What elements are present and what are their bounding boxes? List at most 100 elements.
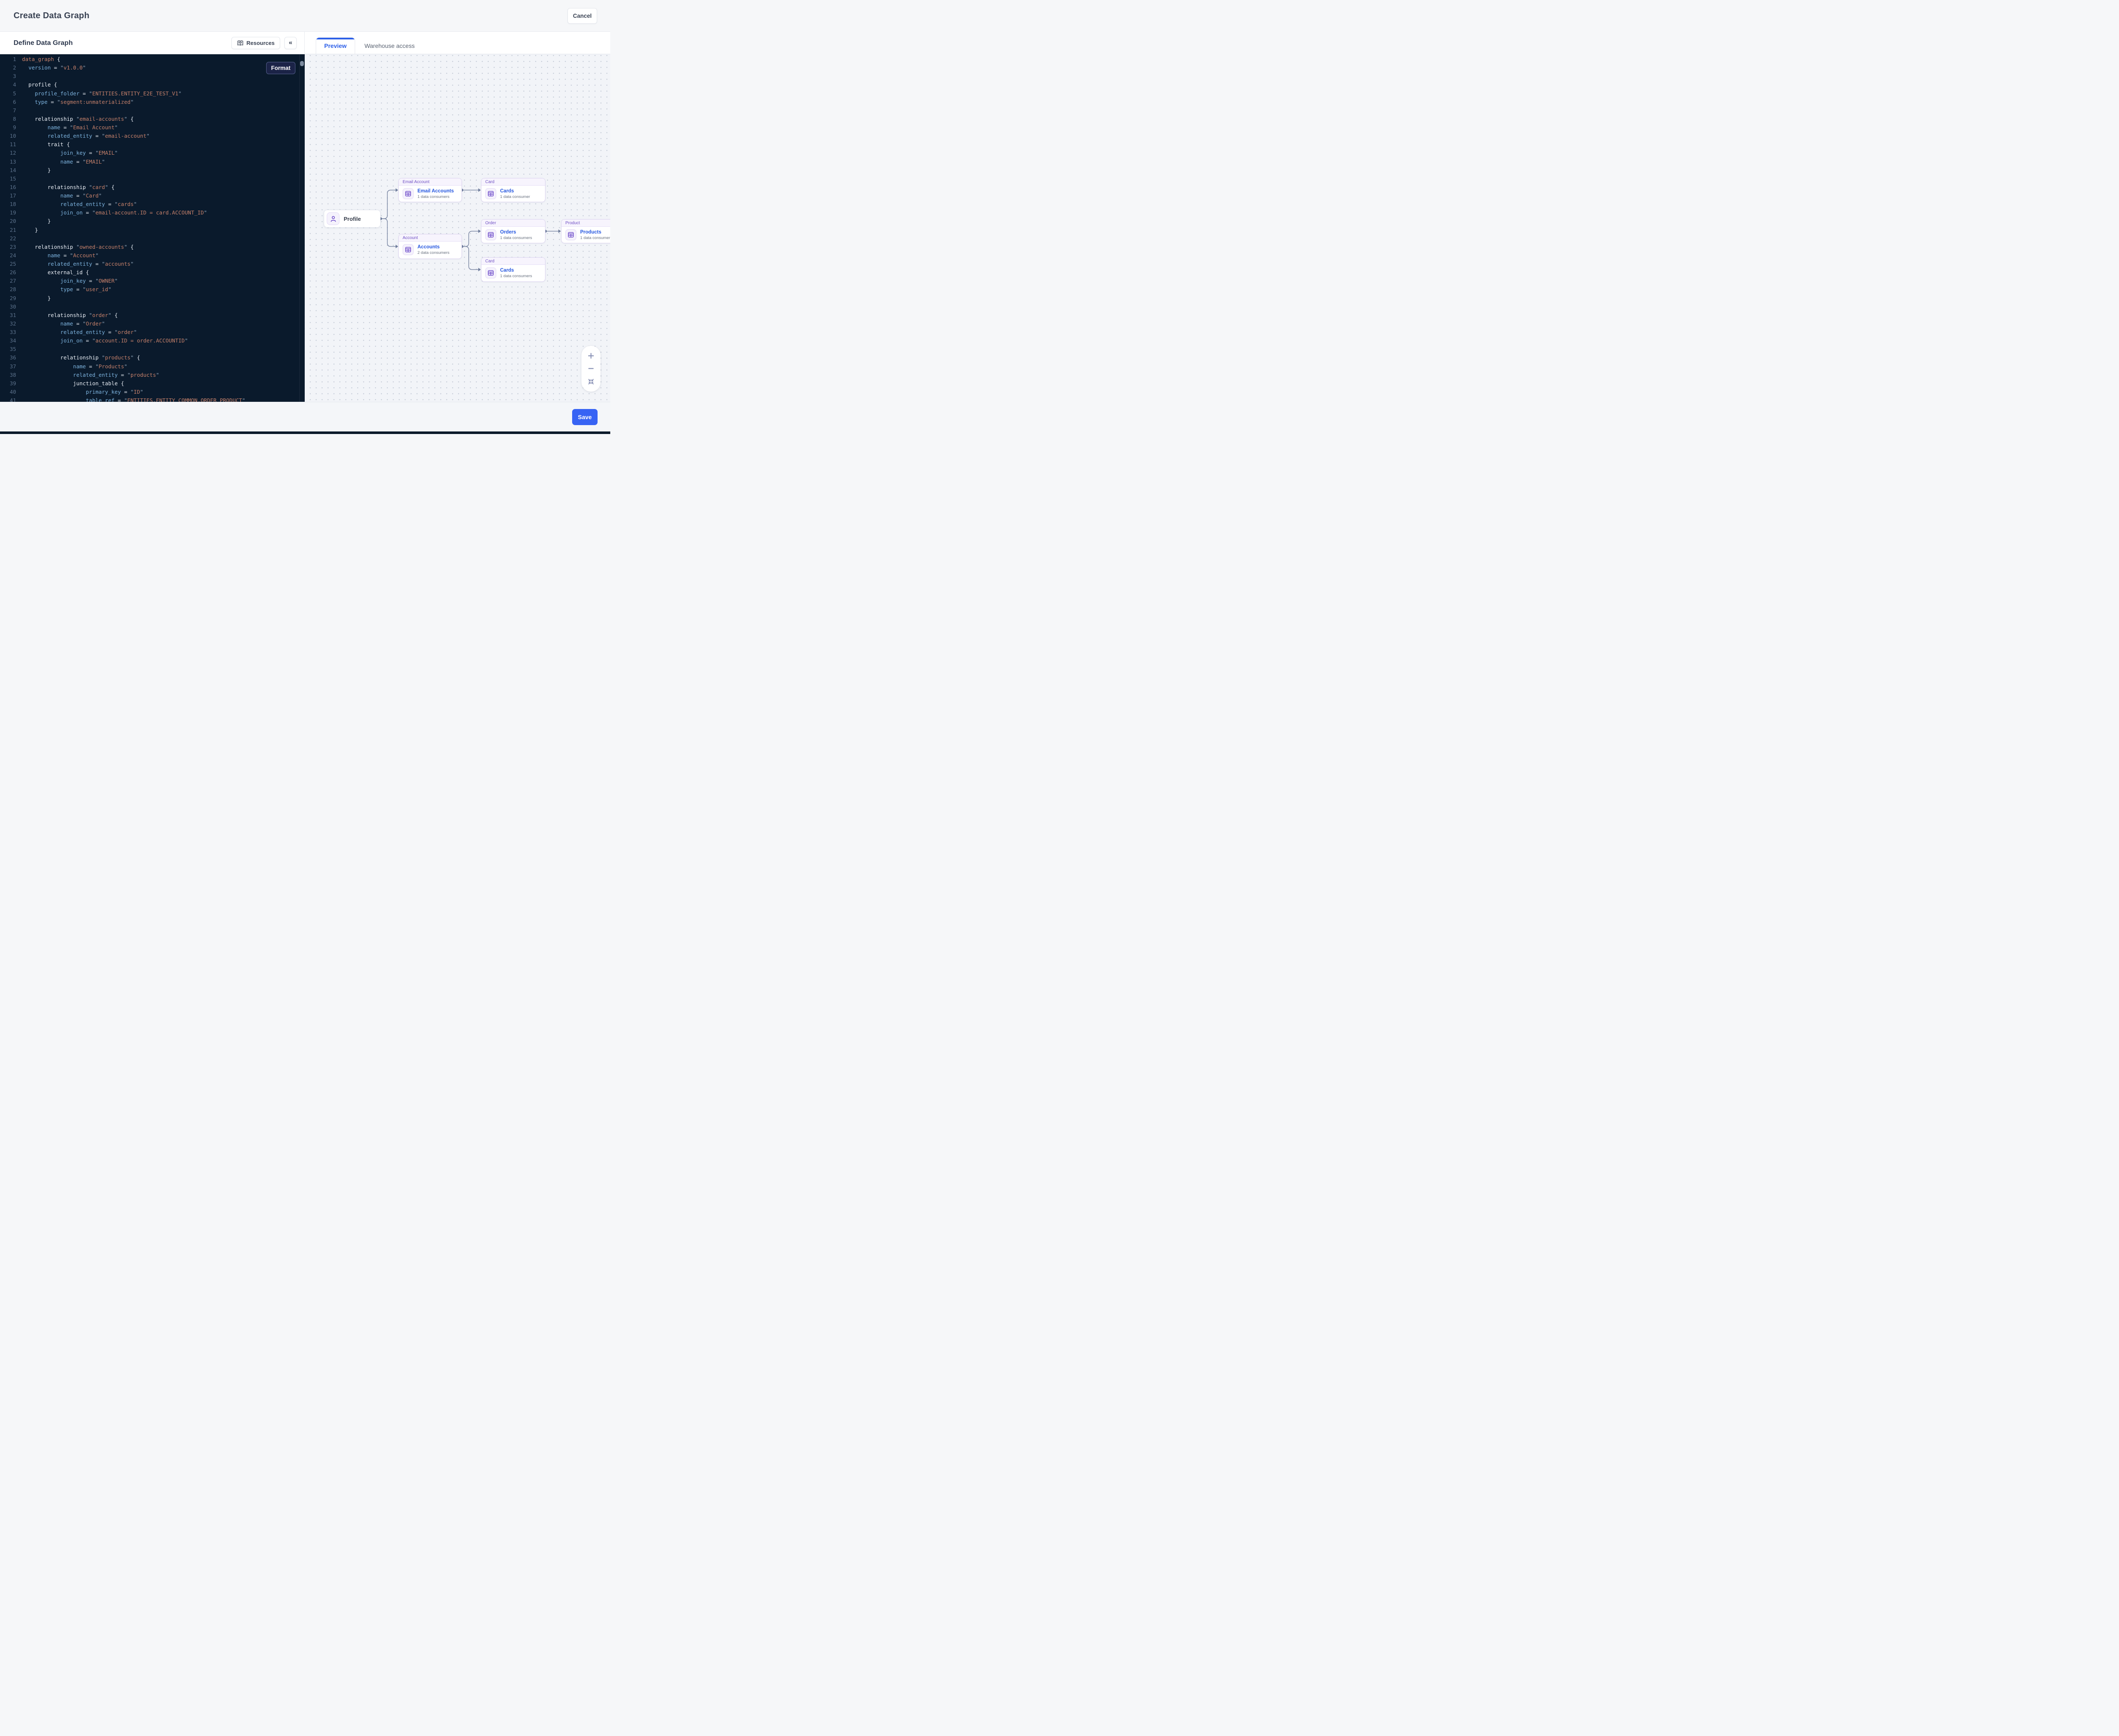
line-number: 27 [9,278,16,284]
line-number: 35 [9,346,16,353]
entity-consumers-label: 1 data consumer [580,235,610,240]
code-line: 9 name = "Email Account" [0,123,305,132]
entity-link[interactable]: Accounts [417,244,440,250]
code-line: 31 relationship "order" { [0,311,305,320]
zoom-out-button[interactable] [585,363,598,374]
code-line: 12 join_key = "EMAIL" [0,149,305,157]
entity-consumers-label: 2 data consumers [417,250,450,255]
line-number: 23 [9,243,16,250]
line-number: 15 [9,175,16,182]
line-number: 4 [13,81,16,88]
entity-node-card-2[interactable]: Card Cards 1 data consumers [481,257,545,282]
entity-link[interactable]: Cards [500,188,514,194]
entity-link[interactable]: Orders [500,229,516,235]
bottom-edge-bar [0,431,610,434]
entity-node-account[interactable]: Account Accounts 2 data consumers [398,234,462,259]
line-number: 11 [9,141,16,148]
code-line: 20 } [0,217,305,225]
tab-preview[interactable]: Preview [316,37,355,54]
table-icon [485,229,496,240]
minus-icon [587,365,595,372]
editor-scrollbar[interactable] [299,54,305,402]
save-button[interactable]: Save [572,409,598,425]
code-line: 18 related_entity = "cards" [0,200,305,209]
editor-scrollbar-thumb[interactable] [300,61,304,66]
double-chevron-left-icon: « [289,39,292,46]
line-number: 36 [9,354,16,361]
entity-node-card-1[interactable]: Card Cards 1 data consumer [481,178,545,202]
resources-button-label: Resources [246,40,275,46]
code-line: 40 primary_key = "ID" [0,388,305,396]
entity-group-label: Account [399,234,462,242]
code-line: 1 data_graph { [0,55,305,64]
entity-link[interactable]: Email Accounts [417,188,454,194]
table-icon [485,267,496,278]
line-number: 13 [9,158,16,165]
code-line: 19 join_on = "email-account.ID = card.AC… [0,209,305,217]
zoom-in-button[interactable] [585,350,598,361]
entity-node-order[interactable]: Order Orders 1 data consumers [481,219,545,243]
code-line: 17 name = "Card" [0,192,305,200]
line-number: 38 [9,371,16,378]
code-line: 32 name = "Order" [0,320,305,328]
code-line: 38 related_entity = "products" [0,371,305,379]
fit-view-button[interactable] [585,376,598,387]
code-line: 8 relationship "email-accounts" { [0,115,305,123]
code-line: 23 relationship "owned-accounts" { [0,243,305,251]
entity-consumers-label: 1 data consumers [417,194,450,199]
code-line: 25 related_entity = "accounts" [0,260,305,268]
code-line: 33 related_entity = "order" [0,328,305,337]
table-icon [485,188,496,199]
line-number: 24 [9,252,16,259]
code-line: 28 type = "user_id" [0,285,305,294]
line-number: 25 [9,261,16,267]
line-number: 7 [13,107,16,114]
entity-consumers-label: 1 data consumer [500,194,530,199]
line-number: 6 [13,98,16,105]
tab-warehouse-access[interactable]: Warehouse access [364,42,415,49]
code-line: 4 profile { [0,81,305,89]
code-line: 2 version = "v1.0.0" [0,64,305,72]
profile-node[interactable]: Profile [324,210,381,228]
line-number: 18 [9,201,16,208]
code-line: 26 external_id { [0,268,305,277]
code-line: 16 relationship "card" { [0,183,305,192]
code-line: 30 [0,303,305,311]
entity-consumers-label: 1 data consumers [500,235,532,240]
footer-bar: Save [0,402,610,431]
cancel-button[interactable]: Cancel [567,8,597,24]
entity-link[interactable]: Cards [500,267,514,273]
code-line: 11 trait { [0,140,305,149]
preview-canvas[interactable]: Profile Email Account Email Accounts 1 data… [305,54,610,402]
code-line: 29 } [0,294,305,303]
line-number: 31 [9,312,16,318]
line-number: 8 [13,115,16,122]
entity-group-label: Card [481,178,545,186]
table-icon [565,229,576,240]
entity-link[interactable]: Products [580,229,601,235]
line-number: 3 [13,73,16,80]
entity-consumers-label: 1 data consumers [500,273,532,278]
plus-icon [587,352,595,359]
line-number: 1 [13,56,16,62]
code-line: 5 profile_folder = "ENTITIES.ENTITY_E2E_… [0,89,305,98]
code-line: 10 related_entity = "email-account" [0,132,305,140]
code-line: 22 [0,234,305,243]
line-number: 28 [9,286,16,293]
resources-button[interactable]: Resources [231,37,280,49]
entity-node-product[interactable]: Product Products 1 data consumer [561,219,610,243]
line-number: 26 [9,269,16,276]
zoom-controls [581,346,601,392]
collapse-panel-button[interactable]: « [284,37,297,49]
entity-node-email-account[interactable]: Email Account Email Accounts 1 data consum… [398,178,462,202]
code-editor[interactable]: 1 data_graph {2 version = "v1.0.0" 3 4 prof… [0,54,305,402]
line-number: 19 [9,209,16,216]
format-button[interactable]: Format [266,62,295,74]
code-line: 41 table_ref = "ENTITIES.ENTITY_COMMON.O… [0,396,305,402]
code-line: 15 [0,175,305,183]
table-icon [403,188,414,199]
line-number: 22 [9,235,16,242]
code-line: 7 [0,106,305,115]
line-number: 39 [9,380,16,387]
line-number: 21 [9,226,16,233]
